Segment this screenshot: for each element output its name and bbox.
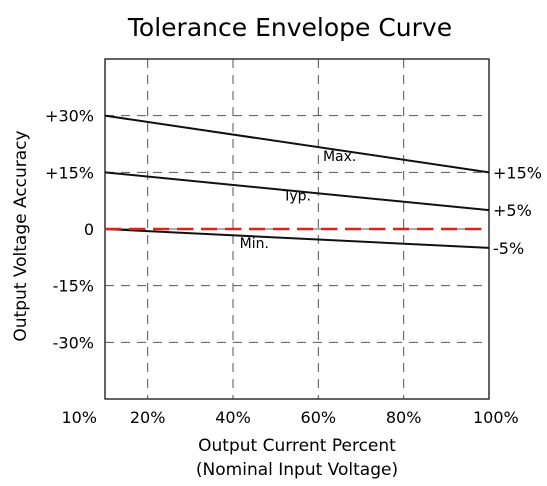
series-end-label: -5%: [493, 239, 524, 258]
series-name-label: Min.: [240, 236, 269, 252]
y-tick-label: +15%: [45, 163, 94, 182]
x-tick-label: 80%: [386, 408, 422, 427]
annotations: +15% Max. +5% Typ. -5% Min.: [240, 149, 542, 258]
series-end-label: +15%: [493, 163, 542, 182]
x-axis-title: Output Current Percent: [198, 436, 396, 456]
y-tick-label: +30%: [45, 107, 94, 126]
y-axis-title: Output Voltage Accuracy: [11, 130, 31, 341]
y-tick-label: 0: [84, 220, 94, 239]
series-layer: [104, 114, 490, 249]
series-name-label: Max.: [323, 149, 356, 165]
series-line: [104, 171, 490, 212]
y-tick-label: -30%: [53, 333, 94, 352]
chart-title: Tolerance Envelope Curve: [127, 13, 452, 42]
x-tick-label: 10%: [61, 408, 97, 427]
series-end-label: +5%: [493, 201, 532, 220]
series-name-label: Typ.: [282, 189, 311, 205]
x-tick-label: 60%: [301, 408, 337, 427]
series-line: [104, 114, 490, 174]
x-axis-subtitle: (Nominal Input Voltage): [196, 460, 398, 480]
y-tick-label: -15%: [53, 277, 94, 296]
grid: [105, 59, 489, 399]
series-line: [104, 228, 490, 249]
x-tick-label: 100%: [473, 408, 519, 427]
x-tick-label: 40%: [215, 408, 251, 427]
tick-labels: 10% 20% 40% 60% 80% 100% +30% +15% 0 -15% -30%: [45, 107, 519, 427]
x-tick-label: 20%: [130, 408, 166, 427]
